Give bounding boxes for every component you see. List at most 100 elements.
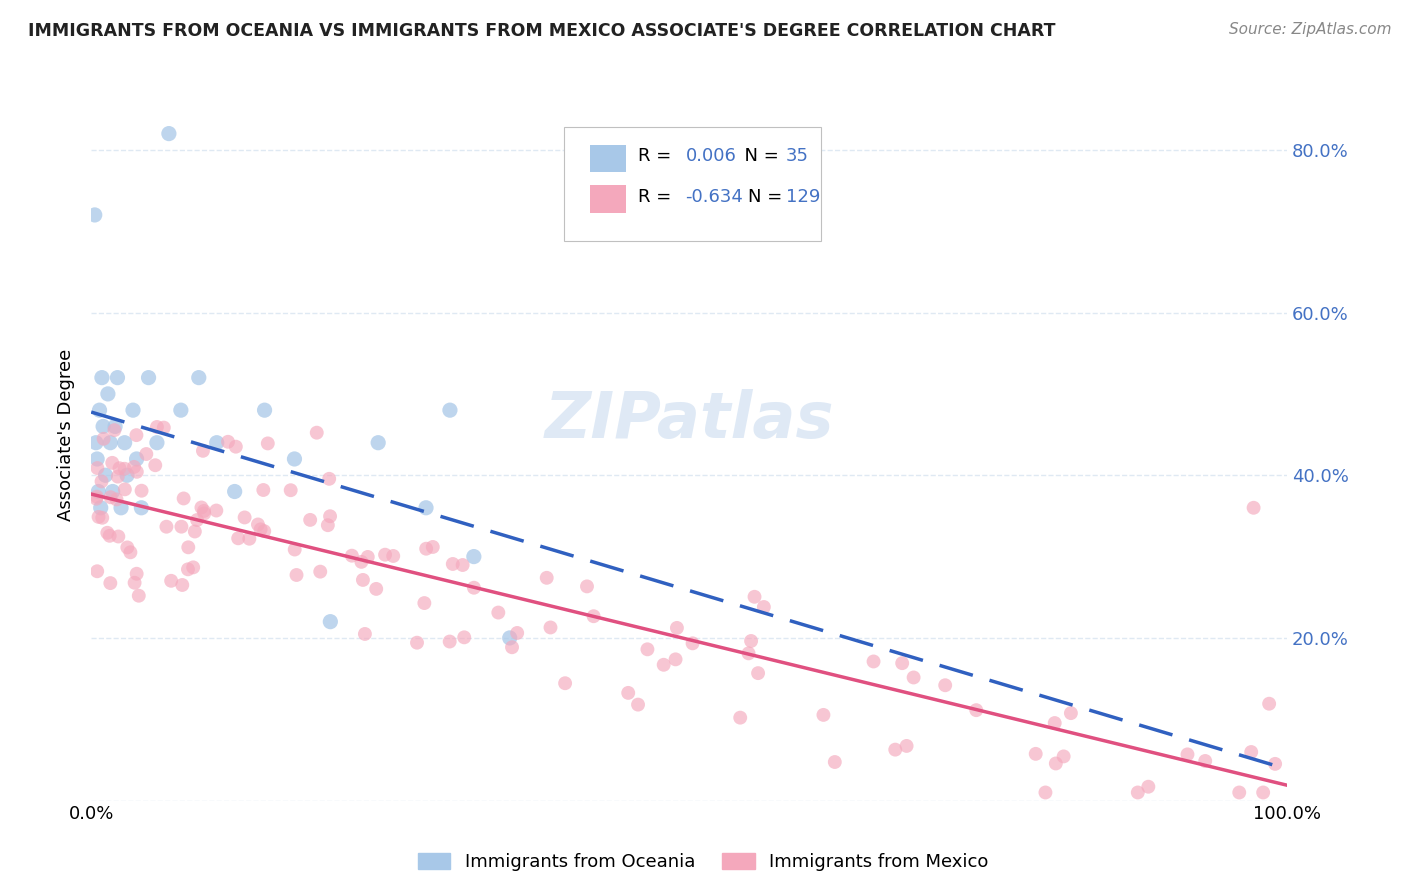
Text: ZIPatlas: ZIPatlas xyxy=(544,389,834,451)
Legend: Immigrants from Oceania, Immigrants from Mexico: Immigrants from Oceania, Immigrants from… xyxy=(411,846,995,879)
Point xyxy=(318,472,340,486)
Text: 129: 129 xyxy=(786,187,820,206)
Point xyxy=(752,599,775,614)
Point xyxy=(107,529,129,543)
Point xyxy=(153,420,176,434)
Point xyxy=(252,483,274,497)
Text: N =: N = xyxy=(748,187,787,206)
Point xyxy=(319,509,342,524)
Point xyxy=(86,491,108,506)
Point xyxy=(160,574,183,588)
Point xyxy=(217,434,239,449)
Point xyxy=(107,370,129,384)
Point xyxy=(86,452,108,467)
Point xyxy=(1137,780,1160,794)
Point xyxy=(665,621,688,635)
Text: Source: ZipAtlas.com: Source: ZipAtlas.com xyxy=(1229,22,1392,37)
Point xyxy=(382,549,405,563)
Point xyxy=(627,698,650,712)
Point xyxy=(114,483,136,497)
Point xyxy=(249,522,271,536)
Point xyxy=(124,575,146,590)
Point xyxy=(101,456,124,470)
Point xyxy=(862,655,884,669)
Point xyxy=(131,500,153,515)
Point xyxy=(172,578,194,592)
Point xyxy=(747,666,769,681)
Point xyxy=(86,461,108,475)
Point xyxy=(453,630,475,644)
Text: 0.006: 0.006 xyxy=(686,147,737,165)
Point xyxy=(309,565,332,579)
Point xyxy=(354,627,377,641)
Point xyxy=(190,500,212,515)
Point xyxy=(84,435,107,450)
Point xyxy=(299,513,322,527)
Point xyxy=(128,589,150,603)
Point xyxy=(316,518,339,533)
Point xyxy=(744,590,766,604)
Point xyxy=(173,491,195,506)
Point xyxy=(253,524,276,538)
Point xyxy=(110,500,132,515)
Point xyxy=(903,670,925,684)
Text: N =: N = xyxy=(734,147,785,165)
Point xyxy=(135,447,157,461)
Point xyxy=(1251,785,1274,799)
Point xyxy=(305,425,328,440)
Point xyxy=(415,500,437,515)
Point xyxy=(451,558,474,572)
Point xyxy=(90,370,112,384)
Point xyxy=(422,540,444,554)
Point xyxy=(105,492,128,507)
Point xyxy=(107,469,129,483)
Point xyxy=(366,582,388,596)
Point xyxy=(89,403,111,417)
Point xyxy=(463,581,485,595)
Point xyxy=(1243,500,1265,515)
Point xyxy=(682,636,704,650)
Point xyxy=(125,428,148,442)
Point xyxy=(636,642,658,657)
Point xyxy=(884,742,907,756)
Point xyxy=(285,568,308,582)
Point xyxy=(191,443,214,458)
Point xyxy=(87,509,110,524)
Point xyxy=(506,626,529,640)
Point xyxy=(439,403,461,417)
Point xyxy=(226,531,249,545)
Point xyxy=(965,703,987,717)
Point xyxy=(131,483,153,498)
Point xyxy=(280,483,302,498)
FancyBboxPatch shape xyxy=(591,185,626,213)
Point xyxy=(284,542,307,557)
Point xyxy=(98,529,121,543)
Point xyxy=(114,462,136,476)
Point xyxy=(1194,754,1216,768)
Point xyxy=(143,458,166,473)
Point xyxy=(91,419,114,434)
Point xyxy=(100,490,122,504)
Point xyxy=(824,755,846,769)
Point xyxy=(90,500,112,515)
Point xyxy=(187,370,209,384)
Point xyxy=(238,532,260,546)
Point xyxy=(540,620,562,634)
Point xyxy=(357,549,380,564)
Point xyxy=(138,370,160,384)
Point xyxy=(554,676,576,690)
Point xyxy=(352,573,374,587)
Point xyxy=(108,461,131,475)
Point xyxy=(122,459,145,474)
Point xyxy=(1177,747,1199,762)
Point xyxy=(728,711,751,725)
Point xyxy=(1264,756,1286,771)
Point xyxy=(283,452,305,467)
FancyBboxPatch shape xyxy=(591,145,626,172)
Point xyxy=(177,541,200,555)
Point xyxy=(115,468,138,483)
Point xyxy=(177,562,200,576)
Point xyxy=(233,510,256,524)
Point xyxy=(652,657,675,672)
Point xyxy=(98,435,121,450)
